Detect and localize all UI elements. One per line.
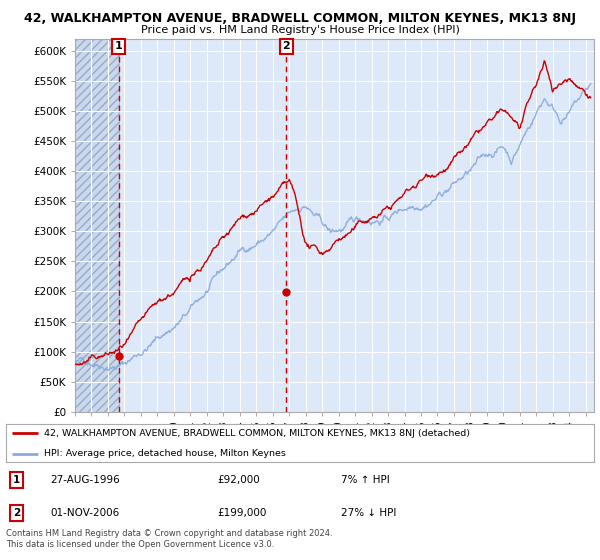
Text: £199,000: £199,000 — [218, 508, 267, 518]
Text: 42, WALKHAMPTON AVENUE, BRADWELL COMMON, MILTON KEYNES, MK13 8NJ: 42, WALKHAMPTON AVENUE, BRADWELL COMMON,… — [24, 12, 576, 25]
Text: HPI: Average price, detached house, Milton Keynes: HPI: Average price, detached house, Milt… — [44, 449, 286, 458]
Text: Contains HM Land Registry data © Crown copyright and database right 2024.
This d: Contains HM Land Registry data © Crown c… — [6, 529, 332, 549]
Text: 7% ↑ HPI: 7% ↑ HPI — [341, 475, 390, 485]
Text: £92,000: £92,000 — [218, 475, 260, 485]
Text: 2: 2 — [13, 508, 20, 518]
Bar — [75, 39, 119, 412]
Text: 01-NOV-2006: 01-NOV-2006 — [50, 508, 119, 518]
Text: Price paid vs. HM Land Registry's House Price Index (HPI): Price paid vs. HM Land Registry's House … — [140, 25, 460, 35]
Text: 2: 2 — [283, 41, 290, 52]
Text: 27-AUG-1996: 27-AUG-1996 — [50, 475, 120, 485]
Text: 27% ↓ HPI: 27% ↓ HPI — [341, 508, 397, 518]
Text: 42, WALKHAMPTON AVENUE, BRADWELL COMMON, MILTON KEYNES, MK13 8NJ (detached): 42, WALKHAMPTON AVENUE, BRADWELL COMMON,… — [44, 429, 470, 438]
Text: 1: 1 — [115, 41, 122, 52]
Text: 1: 1 — [13, 475, 20, 485]
